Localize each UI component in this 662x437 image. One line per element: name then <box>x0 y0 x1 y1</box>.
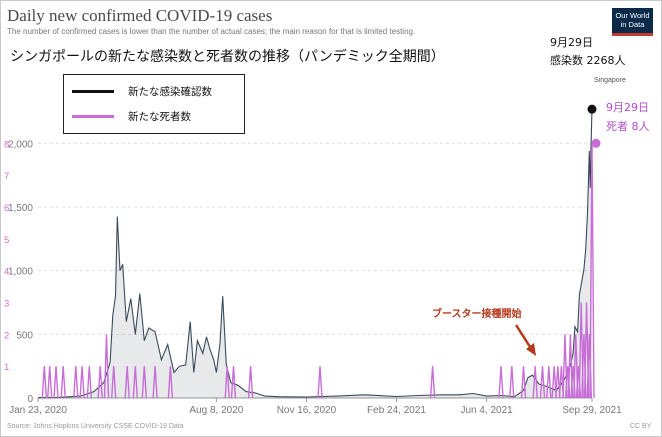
deaths-spike <box>132 366 138 399</box>
deaths-spike <box>103 334 110 399</box>
deaths-spike <box>73 366 79 399</box>
deaths-spike <box>429 366 436 399</box>
x-tick-label: Sep 29, 2021 <box>562 405 622 416</box>
legend: 新たな感染確認数 新たな死者数 <box>63 74 245 134</box>
deaths-spike <box>86 366 92 399</box>
y-tick-label-left: 500 <box>16 330 33 341</box>
deaths-spike <box>562 334 568 399</box>
y-tick-label-deaths: 4 <box>4 267 9 278</box>
deaths-spike <box>317 366 323 399</box>
deaths-spike <box>97 366 103 399</box>
y-tick-label-deaths: 2 <box>4 330 9 341</box>
legend-label-deaths: 新たな死者数 <box>128 110 191 123</box>
booster-arrow-shaft <box>514 324 534 351</box>
deaths-spike <box>124 366 130 399</box>
x-tick-label: Jan 23, 2020 <box>9 405 67 416</box>
deaths-endpoint-marker <box>591 138 601 148</box>
y-tick-label-deaths: 1 <box>4 362 9 373</box>
annotation-layer <box>514 104 601 356</box>
legend-label-cases: 新たな感染確認数 <box>128 85 212 98</box>
deaths-spike <box>60 366 66 399</box>
cases-endpoint-marker <box>587 104 597 114</box>
booster-annotation: ブースター接種開始 <box>432 309 522 320</box>
deaths-spike <box>47 366 53 399</box>
deaths-spike <box>573 334 579 399</box>
country-label: Singapore <box>594 77 626 84</box>
chart-title: Daily new confirmed COVID-19 cases <box>7 6 273 25</box>
owid-logo[interactable]: Our World in Data <box>612 8 653 36</box>
annotation-deaths-value: 死者 8人 <box>606 120 650 133</box>
y-tick-label-left: 0 <box>27 394 33 405</box>
deaths-spike <box>567 334 574 399</box>
deaths-spike <box>498 366 504 399</box>
y-tick-label-left: 1,000 <box>8 267 33 278</box>
deaths-spike <box>79 366 85 399</box>
license-text[interactable]: CC BY <box>630 423 652 430</box>
annotation-cases-value: 感染数 2268人 <box>550 54 626 67</box>
booster-arrow-head <box>526 343 537 356</box>
chart-subtitle: The number of confirmed cases is lower t… <box>7 27 416 36</box>
series-layer <box>37 109 595 399</box>
y-tick-label-left: 1,500 <box>8 203 33 214</box>
deaths-spike <box>53 366 59 399</box>
axes: 0 500 1,000 1,500 2,000 1 2 3 4 5 6 7 8 Jan 23, 2020 A… <box>4 139 622 416</box>
y-tick-label-deaths: 5 <box>4 235 9 246</box>
y-tick-label-deaths: 8 <box>4 139 9 150</box>
y-tick-label-deaths: 6 <box>4 203 9 214</box>
y-tick-label-deaths: 3 <box>4 298 9 309</box>
x-tick-label: Aug 8, 2020 <box>189 405 243 416</box>
annotation-deaths-date: 9月29日 <box>606 101 649 114</box>
deaths-spike <box>224 366 230 399</box>
x-tick-label: Nov 16, 2020 <box>277 405 337 416</box>
annotation-cases-date: 9月29日 <box>550 36 593 49</box>
deaths-spike <box>152 366 158 399</box>
deaths-spike <box>539 366 546 399</box>
legend-swatch-deaths <box>72 114 114 118</box>
deaths-spike <box>555 366 561 399</box>
deaths-spike <box>546 366 552 399</box>
source-text[interactable]: Source: Johns Hopkins University CSSE CO… <box>7 423 184 430</box>
x-tick-label: Feb 24, 2021 <box>367 405 426 416</box>
deaths-spike <box>520 366 527 399</box>
deaths-spike <box>247 366 254 399</box>
y-tick-label-deaths: 7 <box>4 171 9 182</box>
deaths-spike <box>230 366 237 399</box>
logo-line-2: in Data <box>620 20 645 29</box>
cases-area <box>38 109 592 398</box>
deaths-spike <box>532 366 538 399</box>
deaths-spike <box>111 366 117 399</box>
legend-item-deaths[interactable]: 新たな死者数 <box>72 108 191 124</box>
deaths-spike <box>551 366 557 399</box>
jp-chart-title: シンガポールの新たな感染数と死者数の推移（パンデミック全期間） <box>10 49 445 65</box>
legend-item-cases[interactable]: 新たな感染確認数 <box>72 83 212 99</box>
deaths-spike <box>141 366 147 399</box>
logo-line-1: Our World <box>615 11 650 20</box>
deaths-spike <box>41 366 47 399</box>
deaths-spike <box>509 366 515 399</box>
y-tick-label-left: 2,000 <box>8 139 33 150</box>
x-tick-label: Jun 4, 2021 <box>460 405 513 416</box>
deaths-spike <box>167 366 174 399</box>
legend-swatch-cases <box>72 89 114 93</box>
